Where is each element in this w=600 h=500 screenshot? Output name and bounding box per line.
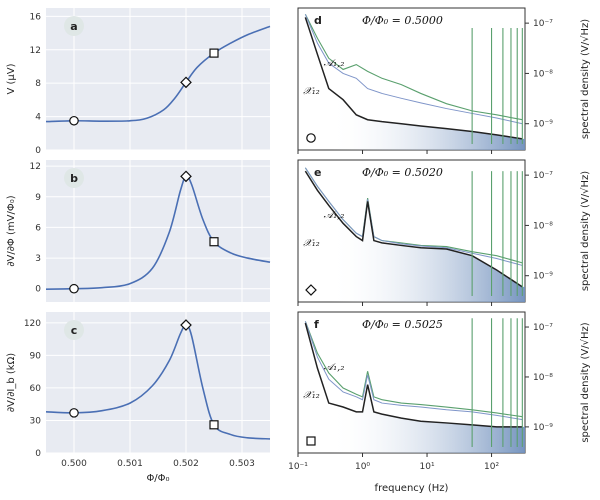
series-label-a12: 𝒜₁,₂ [324,58,345,69]
panel-d: 10⁻⁹ 10⁻⁸ 10⁻⁷ d Φ/Φ₀ = 0.5000 𝒜₁,₂ 𝒳₁₂ spectra… [297,7,591,154]
panel-c-background [46,312,270,453]
x-axis-label: frequency (Hz) [375,483,449,494]
panel-letter: d [314,14,322,27]
y-tick-label: 10⁻⁷ [533,19,553,29]
x-tick-label: 0.503 [229,459,255,469]
x-tick-label: 0.500 [61,459,87,469]
y-axis-label: spectral density (V/√Hz) [580,19,591,139]
panel-letter-badge [64,16,84,36]
y-tick-label: 10⁻⁸ [533,373,553,383]
series-label-a12: 𝒜₁,₂ [324,362,345,373]
panel-b-circle-marker [69,283,79,294]
panel-title: Φ/Φ₀ = 0.5025 [362,318,443,331]
y-tick-label: 10⁻⁷ [533,323,553,333]
y-axis-label: ∂V/∂Φ (mV/Φ₀) [6,195,17,266]
panel-a-diamond-marker [180,76,192,89]
y-tick-label: 0 [35,146,41,156]
spectrum-trace [304,321,523,418]
panel-title: Φ/Φ₀ = 0.5000 [362,14,443,27]
y-tick-label: 10⁻⁹ [533,120,553,130]
y-tick-label: 4 [35,113,41,123]
panel-e: 10⁻⁹ 10⁻⁸ 10⁻⁷ e Φ/Φ₀ = 0.5020 𝒜₁,₂ 𝒳₁₂ spectra… [297,159,591,306]
panel-a-square-marker [209,48,219,58]
panel-b-background [46,160,270,302]
series-label-x12: 𝒳₁₂ [303,390,320,401]
y-tick-label: 90 [30,351,42,361]
y-tick-label: 10⁻⁷ [533,171,553,181]
panel-c-circle-marker [69,408,79,418]
panel-letter: e [314,166,321,179]
panel-letter: b [70,172,78,185]
panel-d-circle-marker [306,133,316,143]
y-tick-label: 0 [35,449,41,459]
y-axis-label: ∂V/∂I_b (kΩ) [6,353,17,412]
panel-a: 0 4 8 12 16 a V (μV) [6,8,271,156]
panel-e-diamond-marker [305,284,317,296]
noise-floor-shading [328,88,525,150]
panel-c: 0.500 0.501 0.502 0.503 0 30 60 90 120 c ∂V/∂I_b (… [6,312,271,484]
y-tick-label: 60 [30,384,42,394]
panel-c-square-marker [209,420,219,430]
panel-b: 0 3 6 9 12 b ∂V/∂Φ (mV/Φ₀) [6,160,271,302]
series-label-a12: 𝒜₁,₂ [324,210,345,221]
panel-letter-badge [64,320,84,340]
series-label-x12: 𝒳₁₂ [303,238,320,249]
panel-f-square-marker [306,436,316,446]
y-tick-label: 30 [30,416,42,426]
panel-title: Φ/Φ₀ = 0.5020 [362,166,443,179]
spectrum-trace [304,170,523,288]
panel-a-circle-marker [69,115,79,126]
panel-b-curve [45,175,271,291]
x-tick-label: 0.502 [173,459,199,469]
panel-letter-badge [64,168,84,188]
y-tick-label: 0 [35,285,41,295]
y-tick-label: 6 [35,223,41,233]
noise-floor-shading [328,201,525,302]
y-tick-label: 10⁻⁸ [533,221,553,231]
y-tick-label: 12 [30,162,41,172]
y-tick-label: 10⁻⁹ [533,272,553,282]
panel-letter: a [70,20,77,33]
y-tick-label: 3 [35,254,41,264]
y-tick-label: 8 [35,79,41,89]
panel-a-background [46,8,270,150]
spectrum-trace [304,321,523,421]
x-axis-label: Φ/Φ₀ [146,473,169,484]
panel-c-diamond-marker [180,319,192,331]
x-tick-label: 10¹ [420,462,435,472]
panel-b-diamond-marker [180,170,192,183]
y-axis-label: V (μV) [6,63,17,94]
y-axis-label: spectral density (V/√Hz) [580,171,591,291]
panel-b-square-marker [209,237,219,247]
panel-a-curve [45,25,271,123]
spectrum-trace [304,322,523,428]
y-tick-label: 12 [30,46,41,56]
noise-floor-shading [328,384,525,453]
y-tick-label: 9 [35,193,41,203]
x-tick-label: 0.501 [117,459,143,469]
panel-f: 10⁻⁹ 10⁻⁸ 10⁻⁷ 10⁻¹ 10⁰ 10¹ 10² f Φ/Φ₀ = 0.5025 𝒜… [288,311,591,494]
y-tick-label: 10⁻⁸ [533,69,553,79]
panel-letter: c [71,324,78,337]
y-tick-label: 10⁻⁹ [533,423,553,433]
x-tick-label: 10² [484,462,499,472]
y-tick-label: 16 [30,12,42,22]
x-tick-label: 10⁻¹ [288,462,308,472]
y-tick-label: 120 [24,319,41,329]
y-axis-label: spectral density (V/√Hz) [580,322,591,442]
series-label-x12: 𝒳₁₂ [303,86,320,97]
x-tick-label: 10⁰ [355,462,370,472]
panel-letter: f [314,318,319,331]
